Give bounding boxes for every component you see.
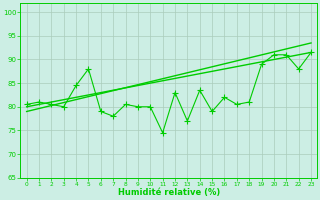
X-axis label: Humidité relative (%): Humidité relative (%) xyxy=(118,188,220,197)
